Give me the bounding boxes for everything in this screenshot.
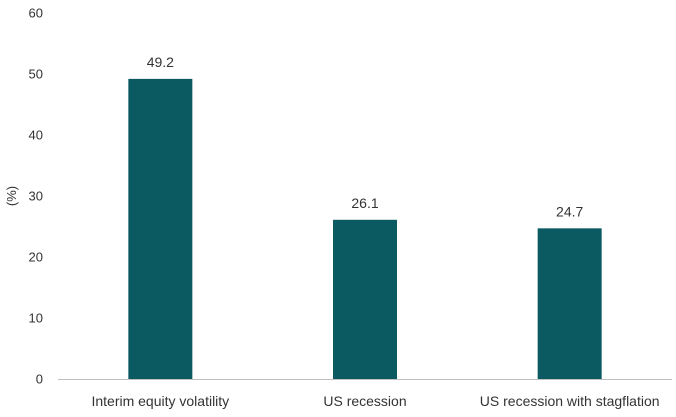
y-tick-label: 10 bbox=[29, 311, 43, 326]
x-category-label: Interim equity volatility bbox=[91, 393, 229, 409]
data-label: 49.2 bbox=[147, 54, 174, 70]
y-tick-label: 60 bbox=[29, 6, 43, 21]
y-tick-label: 0 bbox=[36, 372, 43, 387]
bar bbox=[537, 228, 602, 379]
bar bbox=[333, 219, 397, 379]
y-tick-label: 50 bbox=[29, 67, 43, 82]
x-category-label: US recession with stagflation bbox=[480, 393, 660, 409]
data-label: 24.7 bbox=[556, 203, 583, 219]
y-tick-label: 30 bbox=[29, 189, 43, 204]
y-tick-label: 20 bbox=[29, 250, 43, 265]
y-axis-title: (%) bbox=[4, 186, 19, 206]
x-category-label: US recession bbox=[323, 393, 406, 409]
y-tick-label: 40 bbox=[29, 128, 43, 143]
bar bbox=[128, 78, 193, 379]
data-label: 26.1 bbox=[351, 195, 378, 211]
